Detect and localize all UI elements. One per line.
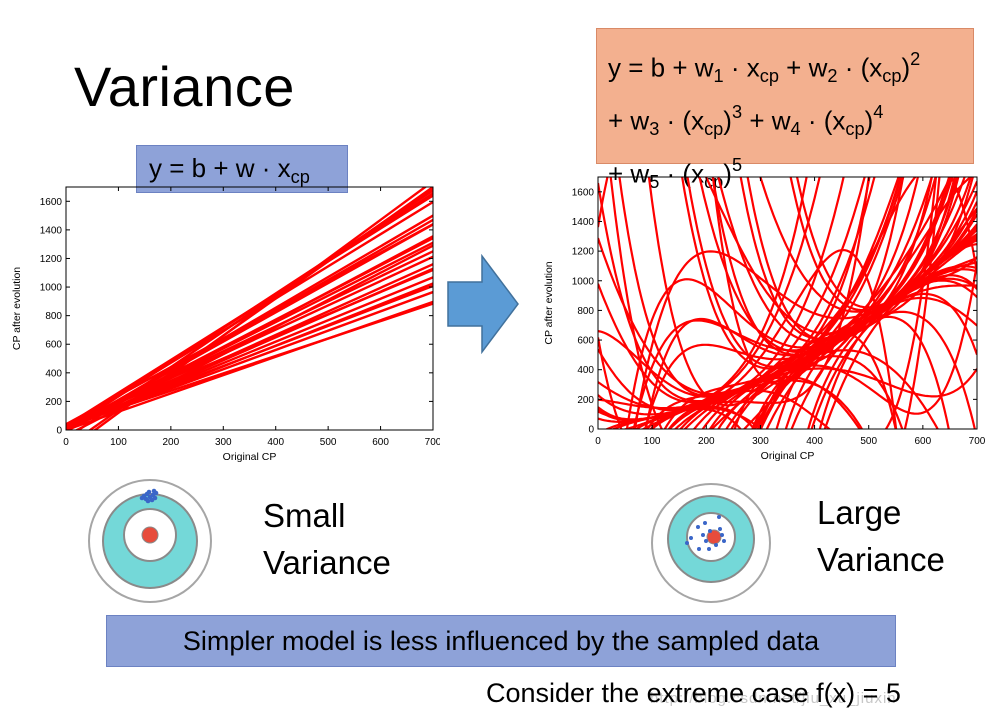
x-tick-label: 700	[969, 436, 986, 447]
x-tick-label: 700	[425, 437, 440, 448]
x-tick-label: 200	[163, 437, 180, 448]
y-tick-label: 1200	[572, 247, 595, 258]
large-variance-label: Large Variance	[817, 494, 945, 578]
y-axis-label: CP after evolution	[11, 267, 23, 350]
plot-area	[66, 187, 433, 430]
y-tick-label: 200	[45, 397, 62, 408]
x-tick-label: 500	[320, 437, 337, 448]
x-tick-label: 400	[267, 437, 284, 448]
polynomial-model-equation: y = b + w1 · xcp + w2 · (xcp)2 + w3 · (x…	[596, 28, 974, 192]
y-tick-label: 1200	[40, 254, 63, 265]
x-tick-label: 300	[215, 437, 232, 448]
y-tick-label: 800	[577, 306, 594, 317]
y-tick-label: 600	[45, 340, 62, 351]
watermark: http://blog.csdn.net/jiu_xu_jiuxin	[650, 690, 897, 707]
fit-line	[66, 284, 433, 428]
y-tick-label: 600	[577, 336, 594, 347]
eq-left-part: y = b + w	[149, 153, 262, 183]
y-tick-label: 1400	[40, 225, 63, 236]
x-tick-label: 0	[63, 437, 69, 448]
y-tick-label: 1000	[572, 276, 595, 287]
fit-line	[74, 244, 433, 430]
x-tick-label: 600	[915, 436, 932, 447]
poly-fit-curve	[598, 177, 977, 335]
x-tick-label: 600	[372, 437, 389, 448]
y-tick-label: 0	[588, 425, 594, 436]
fit-line	[93, 187, 428, 430]
x-tick-label: 200	[698, 436, 715, 447]
y-tick-label: 400	[45, 368, 62, 379]
poly-fit-curve	[765, 177, 966, 429]
plot-area	[598, 177, 977, 429]
linear-model-equation: y = b + w · xcp	[136, 145, 348, 193]
poly-fit-curve	[754, 177, 951, 429]
small-variance-target-icon	[88, 479, 212, 603]
right-arrow-icon	[447, 254, 519, 354]
poly-fit-curve	[598, 407, 742, 429]
x-tick-label: 500	[860, 436, 877, 447]
fit-line	[66, 223, 433, 430]
x-axis-label: Original CP	[761, 450, 815, 462]
y-tick-label: 0	[56, 426, 62, 437]
poly-fit-curve	[644, 296, 977, 429]
y-axis-label: CP after evolution	[543, 261, 555, 344]
poly-fit-curve	[679, 177, 876, 429]
small-variance-label: Small Variance	[263, 497, 391, 581]
fit-line	[76, 187, 433, 430]
x-tick-label: 0	[595, 436, 601, 447]
eq-left-x: x	[270, 153, 291, 183]
x-tick-label: 400	[806, 436, 823, 447]
extreme-case-note: Consider the extreme case f(x) = 5	[486, 678, 901, 708]
x-tick-label: 100	[110, 437, 127, 448]
poly-fit-curve	[681, 177, 976, 429]
slide-title: Variance	[74, 55, 295, 118]
plot-frame	[597, 176, 978, 430]
large-variance-target-icon	[651, 483, 771, 603]
y-tick-label: 1000	[40, 283, 63, 294]
plot-frame	[65, 186, 434, 431]
polynomial-model-chart: 0 100 200 300 400 500 600 700 0 200 400 600 800 1000 1…	[543, 176, 986, 462]
y-tick-label: 400	[577, 365, 594, 376]
y-tick-label: 200	[577, 395, 594, 406]
eq-right-line-2: + w3 · (xcp)3 + w4 · (xcp)4	[608, 102, 884, 140]
poly-fit-curve	[598, 262, 977, 415]
poly-fit-curve	[751, 177, 972, 429]
x-tick-label: 300	[752, 436, 769, 447]
y-tick-label: 1600	[40, 197, 63, 208]
linear-model-chart: 0 100 200 300 400 500 600 700 0 200 400 600 800 1000 1…	[11, 186, 440, 463]
y-tick-label: 800	[45, 311, 62, 322]
poly-fit-curve	[650, 177, 845, 429]
y-tick-label: 1400	[572, 217, 595, 228]
x-tick-label: 100	[644, 436, 661, 447]
x-axis-label: Original CP	[223, 451, 277, 463]
eq-right-line-1: y = b + w1 · xcp + w2 · (xcp)2	[608, 49, 921, 87]
eq-left-dot: ·	[261, 153, 271, 183]
conclusion-banner: Simpler model is less influenced by the …	[106, 615, 896, 667]
poly-fit-curve	[609, 177, 977, 429]
eq-left-sub: cp	[290, 166, 310, 187]
poly-fit-curve	[733, 256, 977, 429]
y-tick-label: 1600	[572, 187, 595, 198]
